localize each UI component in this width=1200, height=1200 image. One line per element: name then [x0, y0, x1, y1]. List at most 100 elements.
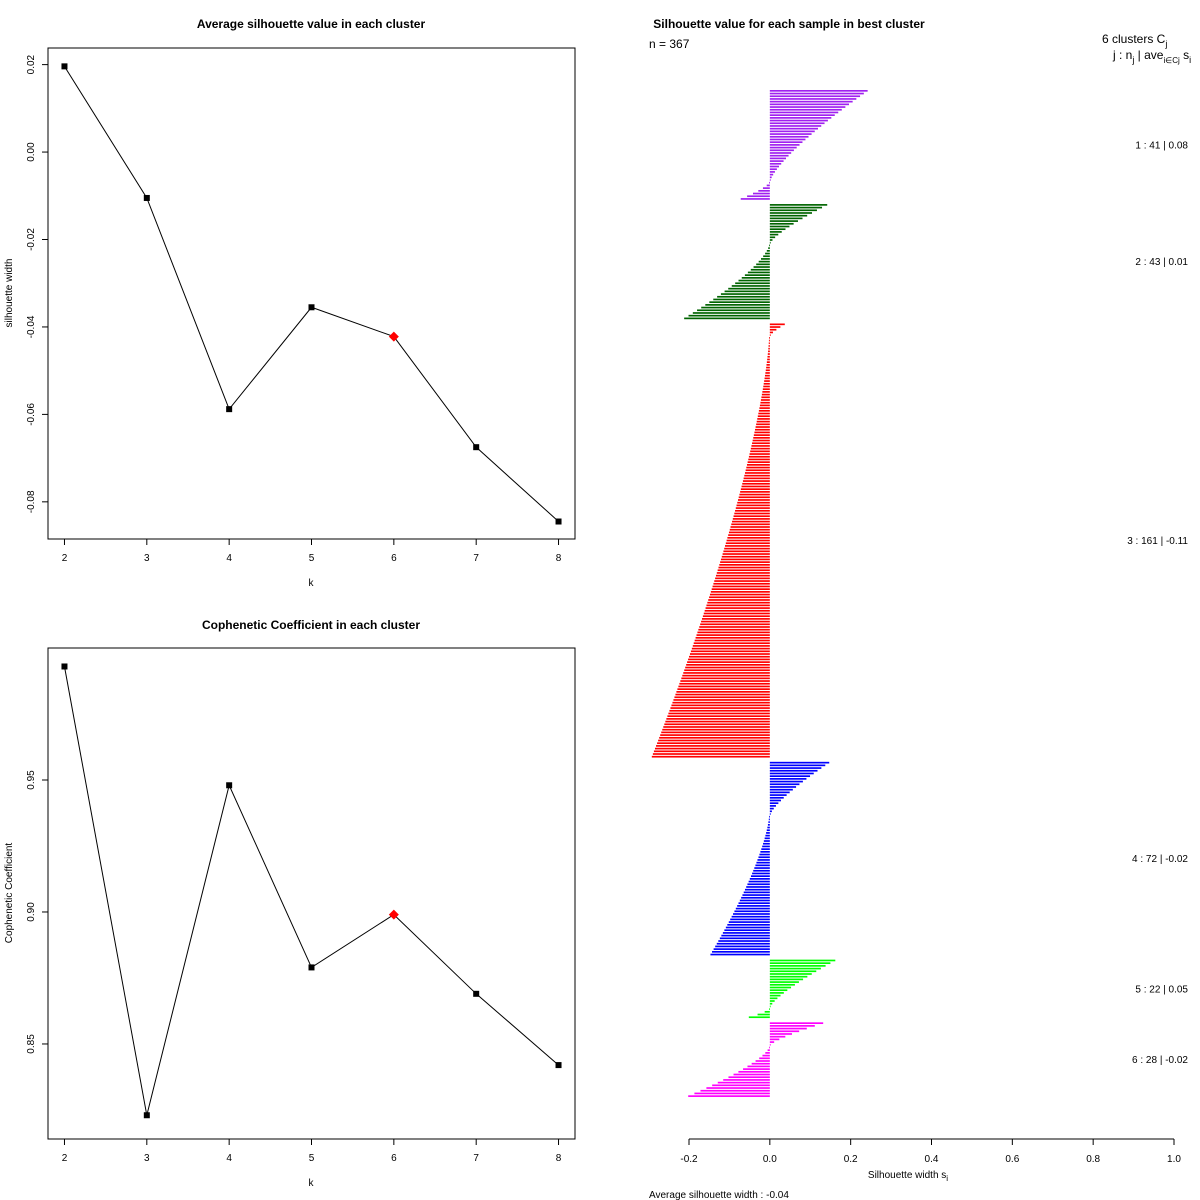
- silhouette-bar: [690, 650, 770, 653]
- silhouette-bar: [767, 826, 770, 829]
- x-ticks: 2 3 4 5 6 7 8: [62, 539, 562, 564]
- silhouette-bar: [744, 274, 770, 276]
- silhouette-bar: [764, 380, 770, 382]
- silhouette-bar: [762, 391, 770, 393]
- silhouette-bar: [769, 769, 818, 772]
- silhouette-bar: [735, 509, 770, 512]
- silhouette-bar: [762, 187, 770, 189]
- silhouette-bar: [759, 853, 770, 856]
- silhouette-bar: [694, 639, 770, 642]
- silhouette-bar: [682, 674, 770, 677]
- silhouette-bar: [769, 127, 818, 130]
- silhouette-bar: [734, 512, 770, 515]
- silhouette-bar: [747, 1065, 770, 1068]
- silhouette-bar: [769, 761, 830, 764]
- legend-header-text: 6 clusters C: [1102, 32, 1166, 46]
- silhouette-bar: [673, 699, 770, 701]
- data-series: [61, 63, 562, 525]
- silhouette-bar: [756, 861, 770, 864]
- silhouette-bar: [733, 1073, 770, 1076]
- silhouette-bar: [758, 189, 770, 192]
- silhouette-bar: [763, 255, 770, 258]
- cophenetic-line-chart: Cophenetic Coefficient in each cluster k…: [4, 618, 576, 1189]
- silhouette-bar: [746, 464, 770, 466]
- y-tick-label: 0.85: [26, 1034, 37, 1054]
- silhouette-bar: [769, 775, 811, 778]
- series-line: [64, 66, 559, 522]
- silhouette-bar: [769, 778, 807, 780]
- silhouette-bar: [769, 805, 776, 807]
- y-axis-label: silhouette width: [4, 259, 15, 328]
- silhouette-bar: [769, 978, 804, 981]
- silhouette-bar: [767, 353, 770, 355]
- silhouette-bar: [769, 157, 787, 160]
- silhouette-bar: [747, 195, 770, 198]
- silhouette-bar: [769, 90, 868, 92]
- data-point: [473, 990, 480, 997]
- silhouette-bar: [706, 1087, 770, 1089]
- silhouette-bar: [694, 1092, 770, 1095]
- y-axis-label: Cophenetic Coefficient: [4, 843, 15, 944]
- silhouette-bar: [769, 1005, 771, 1008]
- silhouette-bar: [766, 832, 770, 834]
- silhouette-bar: [721, 934, 770, 937]
- silhouette-bar: [769, 119, 828, 122]
- silhouette-bar: [769, 328, 777, 331]
- silhouette-bar: [769, 764, 826, 767]
- silhouette-bar: [684, 317, 770, 320]
- silhouette-bar: [766, 829, 770, 832]
- silhouette-bar: [660, 734, 770, 736]
- silhouette-bar: [769, 1038, 780, 1041]
- silhouette-bar: [733, 515, 770, 518]
- silhouette-bar: [759, 404, 770, 407]
- silhouette-bar: [702, 615, 770, 618]
- silhouette-bar: [725, 545, 770, 547]
- x-tick-label: 8: [556, 553, 562, 564]
- silhouette-bar: [720, 293, 770, 295]
- silhouette-bar: [708, 599, 770, 601]
- silhouette-bar: [769, 179, 771, 181]
- silhouette-bar: [740, 491, 770, 493]
- silhouette-bar: [769, 334, 771, 336]
- silhouette-bar: [769, 241, 771, 244]
- cluster-label: 4 : 72 | -0.02: [1132, 854, 1188, 865]
- silhouette-bar: [769, 108, 842, 111]
- chart-title: Silhouette value for each sample in best…: [653, 17, 925, 31]
- silhouette-bar: [713, 298, 770, 301]
- silhouette-bar: [769, 152, 792, 154]
- silhouette-bar: [769, 146, 797, 149]
- y-tick-label: -0.06: [26, 403, 37, 426]
- silhouette-bar: [766, 361, 770, 363]
- silhouette-bar: [697, 631, 770, 634]
- silhouette-bar: [737, 905, 770, 907]
- silhouette-bar: [769, 992, 784, 994]
- silhouette-bar: [665, 720, 770, 723]
- x-tick-label: 4: [226, 1153, 232, 1164]
- cluster-labels: 1 : 41 | 0.08 2 : 43 | 0.01 3 : 161 | -0.1…: [1127, 140, 1188, 1066]
- silhouette-bar: [746, 466, 770, 469]
- silhouette-bar: [719, 564, 770, 566]
- silhouette-bar: [769, 791, 790, 794]
- silhouette-bar: [768, 818, 770, 821]
- silhouette-bar: [766, 364, 770, 366]
- silhouette-bar: [743, 1068, 770, 1070]
- silhouette-bar: [725, 926, 770, 929]
- silhouette-bar: [721, 555, 770, 558]
- silhouette-bar: [761, 396, 770, 399]
- x-tick-label: 1.0: [1167, 1154, 1181, 1165]
- silhouette-bar: [747, 271, 770, 274]
- cluster-label: 1 : 41 | 0.08: [1135, 140, 1188, 151]
- silhouette-bar: [769, 92, 864, 95]
- silhouette-bar: [688, 314, 770, 317]
- silhouette-bar: [709, 596, 770, 599]
- silhouette-bar: [724, 547, 770, 550]
- silhouette-bar: [741, 485, 770, 488]
- silhouette-bar: [760, 401, 770, 404]
- silhouette-bar: [763, 840, 770, 842]
- silhouette-bar: [764, 374, 770, 377]
- silhouette-bar: [705, 607, 770, 609]
- silhouette-bar: [730, 526, 770, 528]
- silhouette-bar: [755, 426, 770, 428]
- y-tick-label: -0.08: [26, 490, 37, 513]
- silhouette-bar: [769, 1030, 800, 1033]
